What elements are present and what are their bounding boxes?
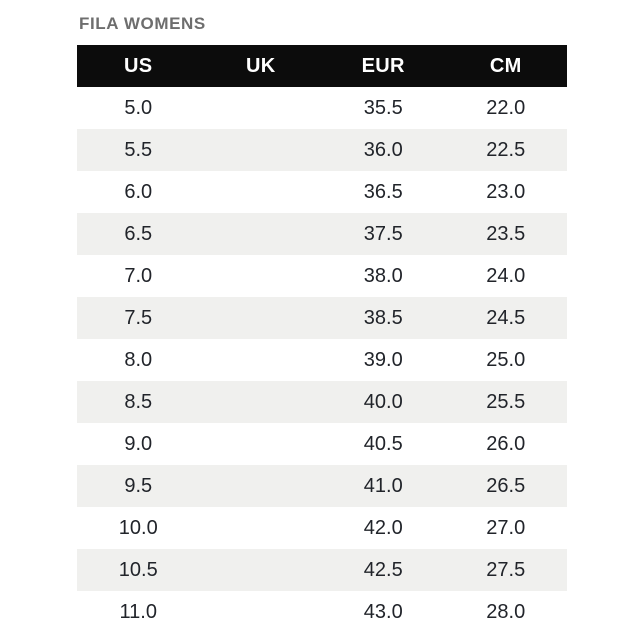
table-row: 7.5 38.5 24.5 <box>77 297 567 339</box>
table-cell: 23.0 <box>486 180 526 203</box>
table-cell: 5.0 <box>124 96 153 119</box>
table-cell: 5.5 <box>124 138 153 161</box>
table-cell: 40.5 <box>363 432 403 455</box>
table-row: 8.5 40.0 25.5 <box>77 381 567 423</box>
table-cell <box>200 339 323 381</box>
table-cell: 22.5 <box>486 138 526 161</box>
table-row: 5.0 35.5 22.0 <box>77 87 567 129</box>
table-cell: 22.0 <box>486 96 526 119</box>
table-cell: 27.5 <box>486 558 526 581</box>
table-cell: 9.5 <box>124 474 153 497</box>
table-cell <box>200 171 323 213</box>
table-cell: 25.0 <box>486 348 526 371</box>
table-cell <box>200 297 323 339</box>
table-cell <box>200 87 323 129</box>
table-row: 8.0 39.0 25.0 <box>77 339 567 381</box>
table-cell <box>200 381 323 423</box>
table-cell: 40.0 <box>363 390 403 413</box>
table-cell: 36.0 <box>363 138 403 161</box>
table-cell: 11.0 <box>119 600 157 623</box>
table-row: 6.0 36.5 23.0 <box>77 171 567 213</box>
page-title: FILA WOMENS <box>79 14 206 33</box>
table-header: US UK EUR CM <box>77 45 567 87</box>
table-cell: 6.0 <box>124 180 153 203</box>
table-row: 9.5 41.0 26.5 <box>77 465 567 507</box>
table-cell: 25.5 <box>486 390 526 413</box>
table-cell: 42.0 <box>363 516 403 539</box>
table-cell: 7.0 <box>124 264 153 287</box>
table-cell: 7.5 <box>124 306 153 329</box>
table-row: 7.0 38.0 24.0 <box>77 255 567 297</box>
table-cell: 39.0 <box>363 348 403 371</box>
table-row: 6.5 37.5 23.5 <box>77 213 567 255</box>
table-row: 9.0 40.5 26.0 <box>77 423 567 465</box>
column-header-eur: EUR <box>322 45 445 87</box>
table-cell <box>200 129 323 171</box>
table-cell: 8.0 <box>124 348 153 371</box>
table-cell <box>200 423 323 465</box>
table-cell: 38.5 <box>363 306 403 329</box>
table-cell: 42.5 <box>363 558 403 581</box>
table-cell: 24.0 <box>486 264 526 287</box>
column-header-us: US <box>77 45 200 87</box>
table-cell: 27.0 <box>486 516 526 539</box>
table-cell: 37.5 <box>363 222 403 245</box>
header-row: US UK EUR CM <box>77 45 567 87</box>
table-cell: 23.5 <box>486 222 526 245</box>
table-cell: 8.5 <box>124 390 153 413</box>
table-cell: 26.5 <box>486 474 526 497</box>
table-cell: 26.0 <box>486 432 526 455</box>
column-header-cm: CM <box>444 45 567 87</box>
table-cell: 43.0 <box>363 600 403 623</box>
table-row: 5.5 36.0 22.5 <box>77 129 567 171</box>
table-cell: 38.0 <box>363 264 403 287</box>
table-cell: 6.5 <box>124 222 153 245</box>
table-cell: 10.5 <box>118 558 158 581</box>
table-cell <box>200 507 323 549</box>
table-row: 10.5 42.5 27.5 <box>77 549 567 591</box>
table-cell <box>200 255 323 297</box>
table-cell <box>200 213 323 255</box>
column-header-uk: UK <box>199 45 322 87</box>
table-row: 10.0 42.0 27.0 <box>77 507 567 549</box>
table-cell: 35.5 <box>363 96 403 119</box>
table-cell <box>200 591 323 633</box>
table-cell: 10.0 <box>118 516 158 539</box>
table-cell: 9.0 <box>124 432 153 455</box>
table-cell: 24.5 <box>486 306 526 329</box>
table-row: 11.0 43.0 28.0 <box>77 591 567 633</box>
table-cell: 28.0 <box>486 600 526 623</box>
size-chart-table: US UK EUR CM 5.0 35.5 22.0 5.5 36.0 22.5 6.0 36.5 2… <box>77 45 567 633</box>
table-cell: 41.0 <box>363 474 403 497</box>
table-cell: 36.5 <box>363 180 403 203</box>
table-cell <box>200 465 323 507</box>
table-body: 5.0 35.5 22.0 5.5 36.0 22.5 6.0 36.5 23.0 6.5 37.5… <box>77 87 567 633</box>
table-cell <box>200 549 323 591</box>
